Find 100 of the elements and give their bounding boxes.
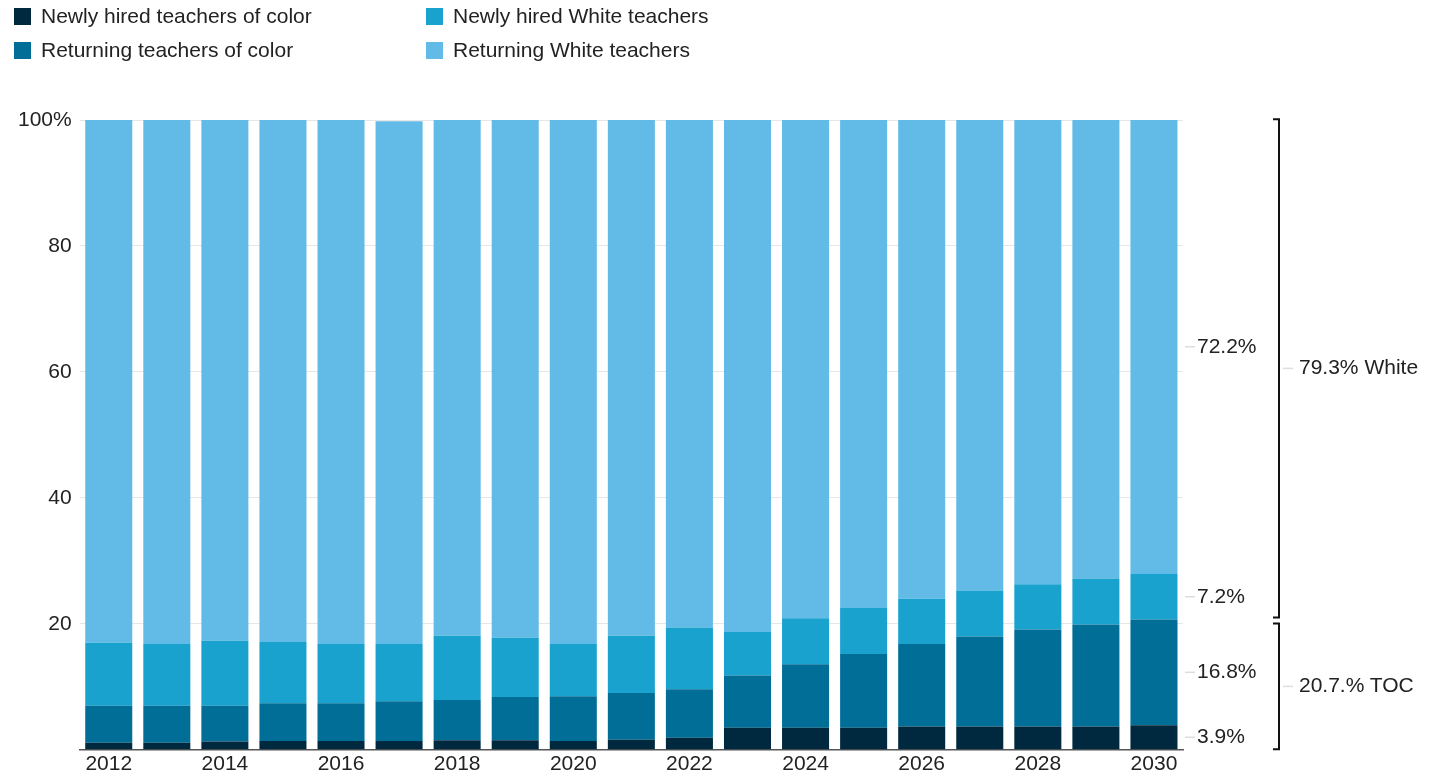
bar	[201, 705, 249, 742]
bar	[1130, 619, 1178, 726]
bar	[840, 727, 888, 750]
x-tick-label: 2030	[1130, 751, 1178, 775]
x-tick-label: 2022	[666, 751, 713, 775]
bar	[1014, 584, 1062, 630]
bar	[433, 740, 481, 750]
bar	[956, 120, 1004, 591]
x-tick-label: 2026	[898, 751, 946, 775]
y-tick-label: 60	[48, 358, 72, 382]
bar	[665, 689, 713, 738]
data-label: 16.8%	[1197, 659, 1257, 683]
bar	[143, 705, 191, 743]
bar	[201, 120, 249, 641]
bar	[375, 701, 423, 741]
x-tick-label: 2028	[1014, 751, 1062, 775]
bar	[1130, 574, 1178, 620]
bar	[723, 727, 772, 750]
bar	[1014, 120, 1062, 585]
data-label: 3.9%	[1197, 724, 1245, 748]
x-tick-label: 2016	[317, 751, 365, 775]
bar	[375, 643, 423, 702]
bar	[723, 120, 772, 633]
bar	[607, 693, 655, 740]
bar	[259, 703, 307, 741]
bar	[665, 627, 713, 690]
y-tick-label: 80	[48, 232, 72, 256]
text: 79.3% White	[1299, 355, 1419, 379]
bar	[1072, 726, 1120, 750]
text: 20.7.% TOC	[1299, 673, 1414, 697]
bar	[549, 696, 597, 741]
bar	[840, 654, 888, 728]
bar	[956, 726, 1004, 750]
bar	[840, 120, 888, 609]
bar	[898, 120, 946, 599]
x-tick-label: 2024	[782, 751, 830, 775]
bar	[201, 741, 249, 750]
bar	[898, 598, 946, 644]
x-tick-label: 2020	[549, 751, 597, 775]
bar	[491, 637, 539, 697]
bar	[1072, 578, 1120, 625]
bar	[1072, 624, 1120, 727]
bar	[607, 739, 655, 750]
bar	[491, 696, 539, 741]
data-label: 7.2%	[1197, 583, 1245, 607]
bar	[607, 120, 655, 636]
bar	[1130, 120, 1178, 575]
bar	[782, 120, 830, 619]
bar	[898, 726, 946, 750]
bar	[259, 120, 307, 643]
y-tick-label: 100%	[17, 106, 72, 130]
bar	[1014, 629, 1062, 727]
bar	[433, 635, 481, 701]
bar	[85, 120, 133, 643]
legend-label: Returning teachers of color	[41, 38, 294, 62]
bar	[491, 740, 539, 750]
x-tick-label: 2012	[85, 751, 133, 775]
bar	[85, 642, 133, 706]
bar	[143, 120, 191, 644]
bar	[317, 643, 365, 704]
bar	[1130, 725, 1178, 750]
bar	[782, 727, 830, 750]
bar	[1072, 120, 1120, 579]
bar	[840, 608, 888, 655]
data-label: 72.2%	[1197, 333, 1257, 357]
bar	[259, 642, 307, 704]
bar	[317, 740, 365, 750]
bar	[317, 703, 365, 741]
bar	[549, 120, 597, 644]
bar	[85, 705, 133, 743]
bar	[143, 643, 191, 706]
legend-label: Newly hired teachers of color	[41, 4, 312, 28]
bar	[1014, 726, 1062, 750]
bar	[259, 740, 307, 750]
y-tick-label: 20	[48, 610, 72, 634]
bar	[607, 635, 655, 694]
bar	[665, 737, 713, 750]
bar	[782, 664, 830, 728]
legend-label: Returning White teachers	[453, 38, 690, 62]
x-tick-label: 2014	[201, 751, 249, 775]
y-tick-label: 40	[48, 484, 72, 508]
bar	[782, 618, 830, 665]
bar	[85, 742, 133, 750]
bar	[549, 643, 597, 697]
bar	[375, 121, 423, 644]
bar	[201, 640, 249, 706]
bar	[549, 740, 597, 750]
legend-label: Newly hired White teachers	[453, 4, 709, 28]
bar	[956, 636, 1004, 727]
bar	[898, 643, 946, 727]
bar	[956, 590, 1004, 637]
bar	[723, 632, 772, 676]
x-tick-label: 2018	[433, 751, 481, 775]
bar	[317, 120, 365, 644]
bar	[723, 675, 772, 728]
bar	[433, 120, 481, 636]
bar	[143, 742, 191, 750]
bar	[433, 700, 481, 741]
bar	[491, 120, 539, 638]
bar	[665, 120, 713, 628]
